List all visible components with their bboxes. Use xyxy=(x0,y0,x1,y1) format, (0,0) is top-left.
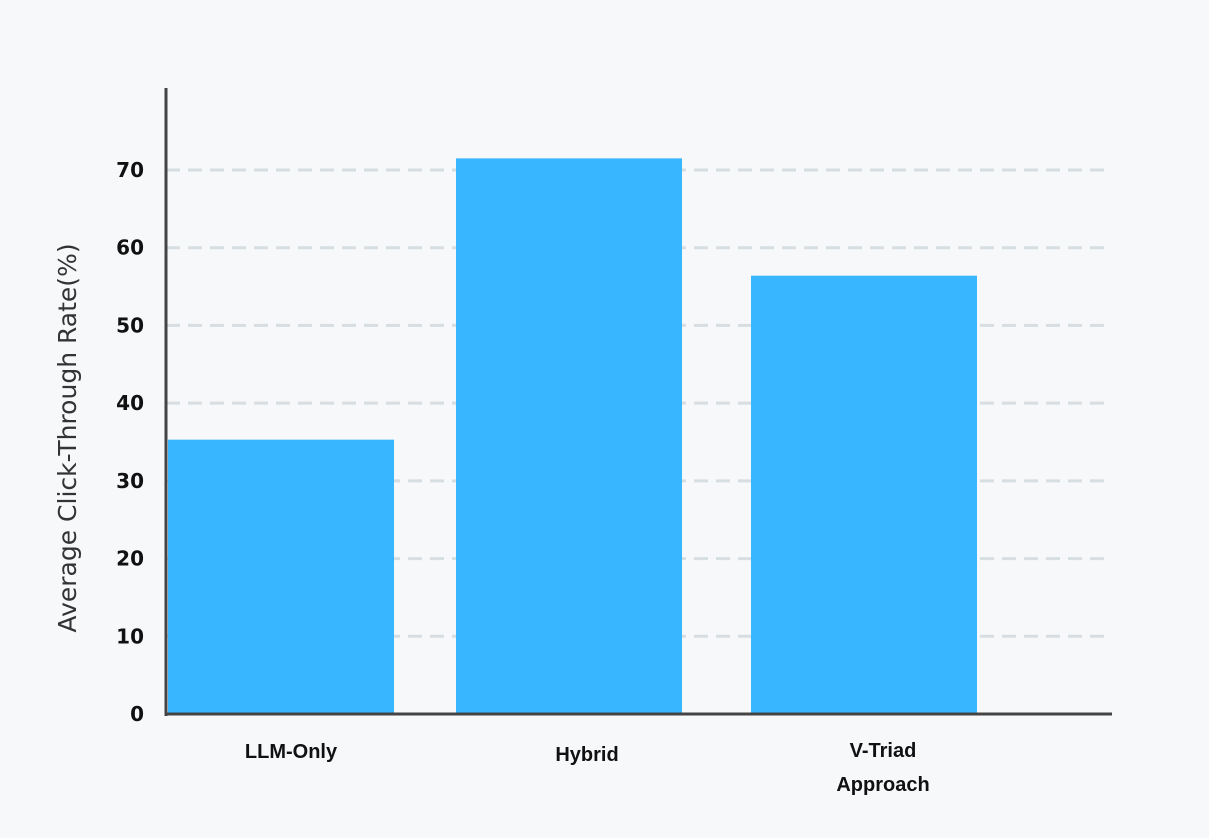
bar-v-triad-approach xyxy=(751,275,977,714)
y-tick-labels: 0 10 20 30 40 50 60 70 xyxy=(116,158,144,726)
y-tick-label: 50 xyxy=(116,313,144,337)
bars xyxy=(168,158,977,715)
axes xyxy=(164,88,1112,716)
x-category-label: LLM-Only xyxy=(245,741,338,763)
x-category-labels: LLM-Only Hybrid V-Triad Approach xyxy=(245,740,930,796)
bar-hybrid xyxy=(456,158,682,715)
y-tick-label: 30 xyxy=(116,469,144,493)
y-tick-label: 60 xyxy=(116,236,144,260)
y-axis-title: Average Click-Through Rate(%) xyxy=(53,243,82,632)
x-category-label: Hybrid xyxy=(555,744,618,766)
bar-llm-only xyxy=(168,439,394,714)
y-tick-label: 0 xyxy=(130,702,144,726)
x-category-label: V-Triad Approach xyxy=(836,740,929,796)
y-tick-label: 40 xyxy=(116,391,144,415)
y-tick-label: 10 xyxy=(116,624,144,648)
y-tick-label: 20 xyxy=(116,547,144,571)
y-tick-label: 70 xyxy=(116,158,144,182)
